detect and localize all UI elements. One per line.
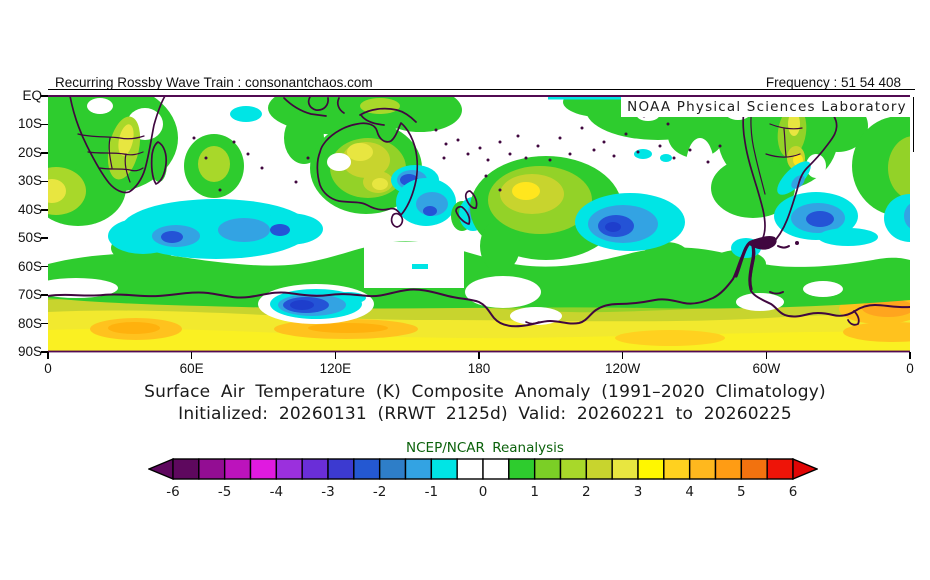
watermark-text: Recurring Rossby Wave Train : consonantc… xyxy=(55,75,373,90)
colorbar-cell-4 xyxy=(275,458,303,480)
colorbar-cell-19 xyxy=(663,458,691,480)
colorbar-tick-3: 3 xyxy=(633,484,643,500)
colorbar-tick-0: 0 xyxy=(478,484,488,500)
colorbar-cell-15 xyxy=(559,458,588,480)
colorbar-cell-16 xyxy=(585,458,613,480)
lat-label-80s: 80S xyxy=(17,315,42,331)
colorbar-cell-0 xyxy=(172,458,200,480)
colorbar-right-arrow xyxy=(792,457,818,481)
colorbar-left-arrow xyxy=(148,457,174,481)
colorbar-cell-12 xyxy=(482,458,510,480)
lat-label-eq: EQ xyxy=(22,88,42,103)
colorbar-cell-21 xyxy=(714,458,743,480)
dataset-label: NCEP/NCAR Reanalysis xyxy=(406,440,564,456)
colorbar-tick-4: 4 xyxy=(685,484,694,500)
colorbar-tick-6: 6 xyxy=(788,484,798,500)
colorbar xyxy=(148,457,818,481)
colorbar-cell-8 xyxy=(378,458,407,480)
lat-tick xyxy=(41,180,48,183)
lat-tick xyxy=(41,265,48,268)
colorbar-cell-18 xyxy=(637,458,665,480)
lat-label-70s: 70S xyxy=(17,287,42,303)
colorbar-cell-7 xyxy=(353,458,381,480)
lon-tick xyxy=(621,352,624,359)
lon-label-0-0: 0 xyxy=(44,361,52,376)
frequency-label: Frequency : 51 54 408 xyxy=(765,75,901,90)
lat-tick xyxy=(41,322,48,325)
lon-tick xyxy=(765,352,768,359)
agency-watermark-box: NOAA Physical Sciences Laboratory xyxy=(621,97,914,117)
colorbar-cell-22 xyxy=(740,458,768,480)
colorbar-tick-5: 5 xyxy=(737,484,746,500)
colorbar-cell-17 xyxy=(611,458,639,480)
lat-label-30s: 30S xyxy=(17,173,42,189)
colorbar-cell-6 xyxy=(327,458,355,480)
colorbar-tick--1: -1 xyxy=(424,484,439,500)
lat-tick xyxy=(41,152,48,154)
lon-tick xyxy=(190,352,193,359)
colorbar-cell-10 xyxy=(430,458,458,480)
lat-label-20s: 20S xyxy=(17,144,42,160)
lon-label-60w-5: 60W xyxy=(752,361,781,376)
lat-label-50s: 50S xyxy=(17,230,42,246)
colorbar-cell-23 xyxy=(766,458,794,480)
plot-subtitle: Initialized: 20260131 (RRWT 2125d) Valid… xyxy=(178,404,792,424)
lon-tick xyxy=(47,352,49,359)
lat-label-60s: 60S xyxy=(17,258,42,274)
lon-label-0-6: 0 xyxy=(906,361,914,376)
colorbar-cell-13 xyxy=(508,458,536,480)
lat-label-10s: 10S xyxy=(17,116,42,132)
lat-tick xyxy=(41,351,48,353)
agency-box-rule xyxy=(912,97,915,152)
colorbar-cell-1 xyxy=(198,458,226,480)
colorbar-tick--3: -3 xyxy=(321,484,335,500)
lon-tick xyxy=(478,352,480,359)
lat-label-90s: 90S xyxy=(17,344,42,359)
colorbar-cell-14 xyxy=(533,458,562,480)
lat-label-40s: 40S xyxy=(17,201,42,217)
lon-tick xyxy=(909,352,911,359)
colorbar-tick--6: -6 xyxy=(166,484,180,500)
colorbar-tick--4: -4 xyxy=(269,484,284,500)
colorbar-tick--2: -2 xyxy=(372,484,387,500)
header-rule xyxy=(48,89,915,91)
colorbar-cell-11 xyxy=(456,458,484,480)
colorbar-cell-5 xyxy=(301,458,329,480)
colorbar-cell-3 xyxy=(249,458,278,480)
colorbar-cell-2 xyxy=(223,458,252,480)
colorbar-cell-9 xyxy=(404,458,433,480)
colorbar-tick--5: -5 xyxy=(217,484,232,500)
colorbar-tick-1: 1 xyxy=(530,484,539,500)
lon-label-120e-2: 120E xyxy=(319,361,352,376)
anomaly-map-svg xyxy=(48,95,910,353)
lon-tick xyxy=(334,352,337,359)
lon-label-120w-4: 120W xyxy=(605,361,641,376)
lat-tick xyxy=(41,237,48,240)
lon-label-60e-1: 60E xyxy=(179,361,204,376)
lat-tick xyxy=(41,294,48,296)
lat-tick xyxy=(41,208,48,211)
plot-title: Surface Air Temperature (K) Composite An… xyxy=(144,382,826,402)
agency-watermark-label: NOAA Physical Sciences Laboratory xyxy=(627,99,907,115)
lat-tick xyxy=(41,123,48,126)
colorbar-tick-2: 2 xyxy=(582,484,591,500)
colorbar-cell-20 xyxy=(688,458,717,480)
lon-label-180-3: 180 xyxy=(467,361,491,376)
lat-tick xyxy=(41,95,48,97)
